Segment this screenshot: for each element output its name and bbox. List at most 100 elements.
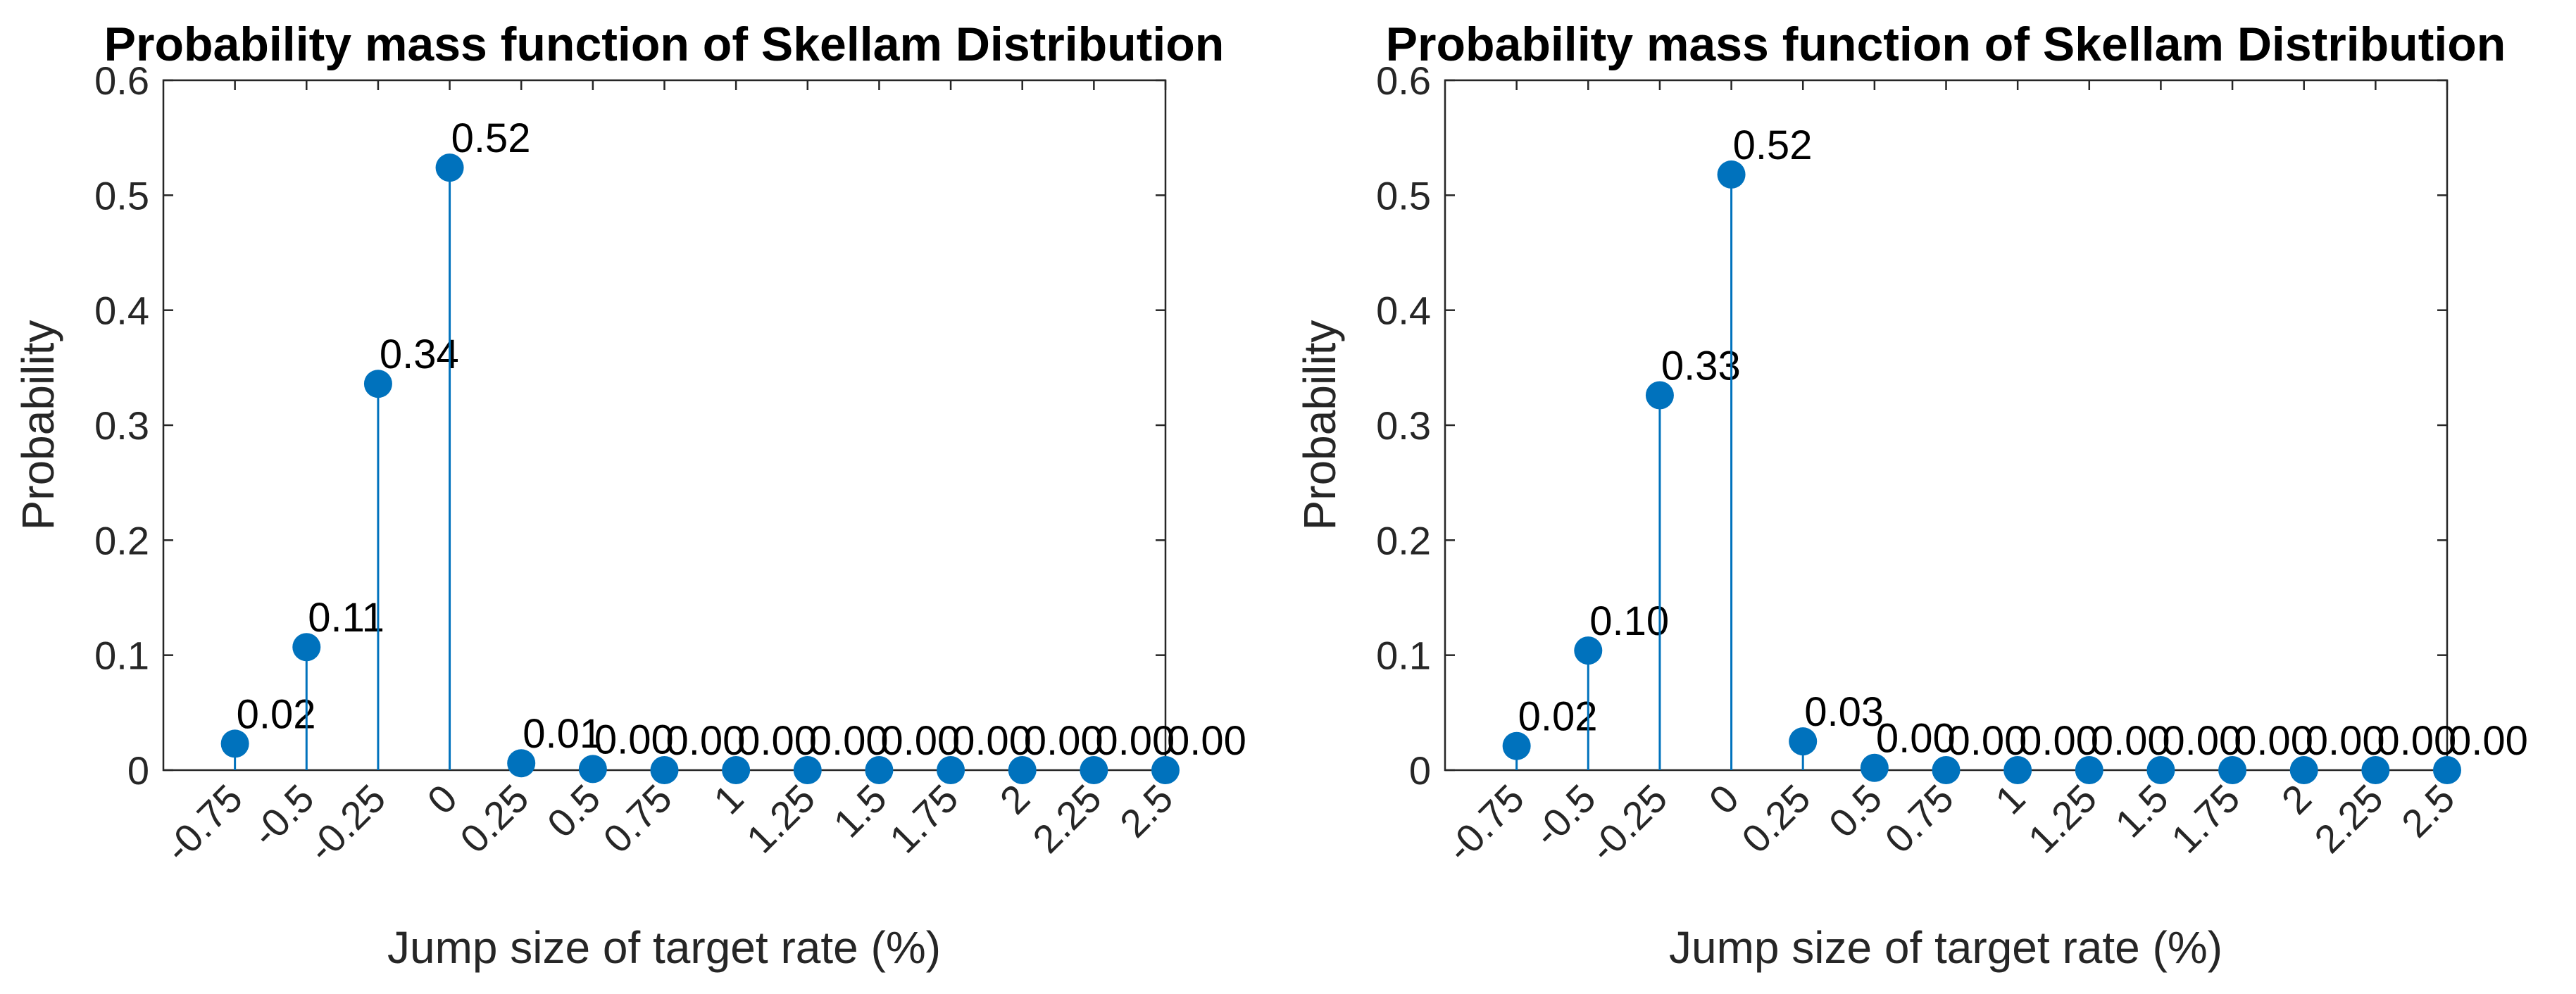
stem-marker: [2218, 756, 2247, 784]
x-axis-label: Jump size of target rate (%): [387, 922, 941, 973]
data-label: 0.00: [952, 718, 1032, 764]
stem-marker: [2075, 756, 2103, 784]
y-tick-label: 0.5: [94, 173, 149, 218]
y-tick-label: 0.1: [1376, 634, 1431, 678]
x-tick-label: -0.75: [1437, 776, 1532, 871]
data-label: 0.02: [237, 691, 316, 737]
x-tick-label: 2.25: [1024, 776, 1110, 862]
y-tick-label: 0.2: [94, 518, 149, 562]
x-tick-label: 0.5: [539, 776, 609, 846]
stem-marker: [220, 729, 249, 758]
stem-marker: [578, 755, 607, 784]
data-label: 0.00: [2162, 718, 2242, 764]
x-tick-label: 2: [2273, 776, 2320, 823]
y-tick-label: 0.3: [1376, 403, 1431, 448]
stem-marker: [937, 756, 965, 784]
stem-marker: [435, 153, 464, 182]
stem-marker: [1080, 756, 1108, 784]
y-tick-label: 0.6: [94, 58, 149, 103]
y-tick-label: 0.4: [1376, 289, 1431, 333]
x-tick-label: 1: [1987, 776, 2034, 823]
data-label: 0.00: [2019, 718, 2099, 764]
y-tick-label: 0.4: [94, 289, 149, 333]
y-tick-label: 0.5: [1376, 173, 1431, 218]
stem-marker: [793, 756, 822, 784]
x-tick-label: 1.25: [738, 776, 824, 862]
data-label: 0.00: [737, 718, 817, 764]
x-tick-label: 2: [992, 776, 1039, 823]
stem-marker: [1008, 756, 1037, 784]
data-label: 0.00: [1095, 718, 1175, 764]
axes-box: [162, 79, 1167, 772]
data-label: 0.33: [1661, 344, 1741, 389]
x-axis-label: Jump size of target rate (%): [1669, 922, 2222, 973]
data-label: 0.11: [308, 595, 384, 641]
data-label: 0.00: [1167, 718, 1246, 764]
data-label: 0.00: [809, 718, 889, 764]
data-label: 0.00: [666, 718, 746, 764]
data-label: 0.00: [1948, 718, 2027, 764]
y-tick-label: 0: [127, 748, 149, 793]
data-label: 0.02: [1518, 694, 1598, 740]
y-tick-label: 0: [1409, 748, 1431, 793]
chart-title: Probability mass function of Skellam Dis…: [104, 18, 1225, 71]
x-tick-label: 0: [1700, 776, 1747, 823]
x-tick-label: 1: [705, 776, 752, 823]
y-axis-label: Probability: [13, 320, 63, 531]
stem-marker: [1860, 753, 1889, 782]
stem-marker: [1574, 636, 1603, 665]
x-tick-label: 0.25: [1733, 776, 1819, 862]
x-tick-label: 0: [418, 776, 465, 823]
data-label: 0.00: [594, 717, 674, 762]
chart-left: 00.10.20.30.40.50.6-0.75-0.5-0.25 00.25 0.…: [13, 18, 1246, 973]
y-tick-label: 0.1: [94, 634, 149, 678]
stem-marker: [1645, 381, 1674, 410]
x-tick-label: 0.5: [1820, 776, 1891, 846]
stem-marker: [292, 633, 321, 662]
data-label: 0.00: [1024, 718, 1103, 764]
stem-marker: [722, 756, 751, 784]
x-tick-label: 1.75: [881, 776, 967, 862]
y-axis-label: Probability: [1294, 320, 1345, 531]
x-tick-label: 2.5: [2393, 776, 2463, 846]
data-label: 0.00: [2449, 718, 2528, 764]
data-label: 0.10: [1589, 598, 1669, 644]
data-label: 0.00: [2234, 718, 2313, 764]
stem-marker: [1789, 727, 1818, 756]
x-tick-label: 0.75: [1876, 776, 1962, 862]
stem-marker: [2146, 756, 2175, 784]
data-label: 0.00: [1876, 716, 1956, 762]
data-label: 0.00: [2377, 718, 2456, 764]
x-tick-label: 0.75: [594, 776, 680, 862]
data-label: 0.00: [2091, 718, 2170, 764]
x-tick-label: 2.5: [1111, 776, 1182, 846]
data-label: 0.01: [523, 711, 602, 757]
data-label: 0.00: [2306, 718, 2385, 764]
stem-marker: [1151, 756, 1180, 784]
stem-marker: [2361, 756, 2390, 784]
x-tick-label: -0.75: [156, 776, 251, 871]
stem-marker: [1502, 731, 1531, 760]
stem-marker: [363, 370, 392, 398]
stem-marker: [2003, 756, 2032, 784]
stem-marker: [865, 756, 894, 784]
stem-marker: [2433, 756, 2461, 784]
y-tick-label: 0.2: [1376, 518, 1431, 562]
stem-marker: [1932, 756, 1961, 784]
stem-marker: [507, 749, 536, 778]
x-tick-label: 1.5: [825, 776, 895, 846]
axes-box: [1444, 79, 2449, 772]
x-tick-label: -0.25: [299, 776, 394, 871]
stem-marker: [650, 756, 679, 784]
data-label: 0.34: [380, 332, 459, 377]
x-tick-label: 1.75: [2163, 776, 2249, 862]
data-label: 0.00: [880, 718, 960, 764]
data-label: 0.03: [1804, 689, 1884, 735]
data-label: 0.52: [1733, 122, 1813, 168]
x-tick-label: 1.5: [2106, 776, 2177, 846]
stem-marker: [2289, 756, 2318, 784]
chart-title: Probability mass function of Skellam Dis…: [1386, 18, 2506, 71]
x-tick-label: 0.25: [451, 776, 537, 862]
stem-marker: [1717, 160, 1746, 189]
